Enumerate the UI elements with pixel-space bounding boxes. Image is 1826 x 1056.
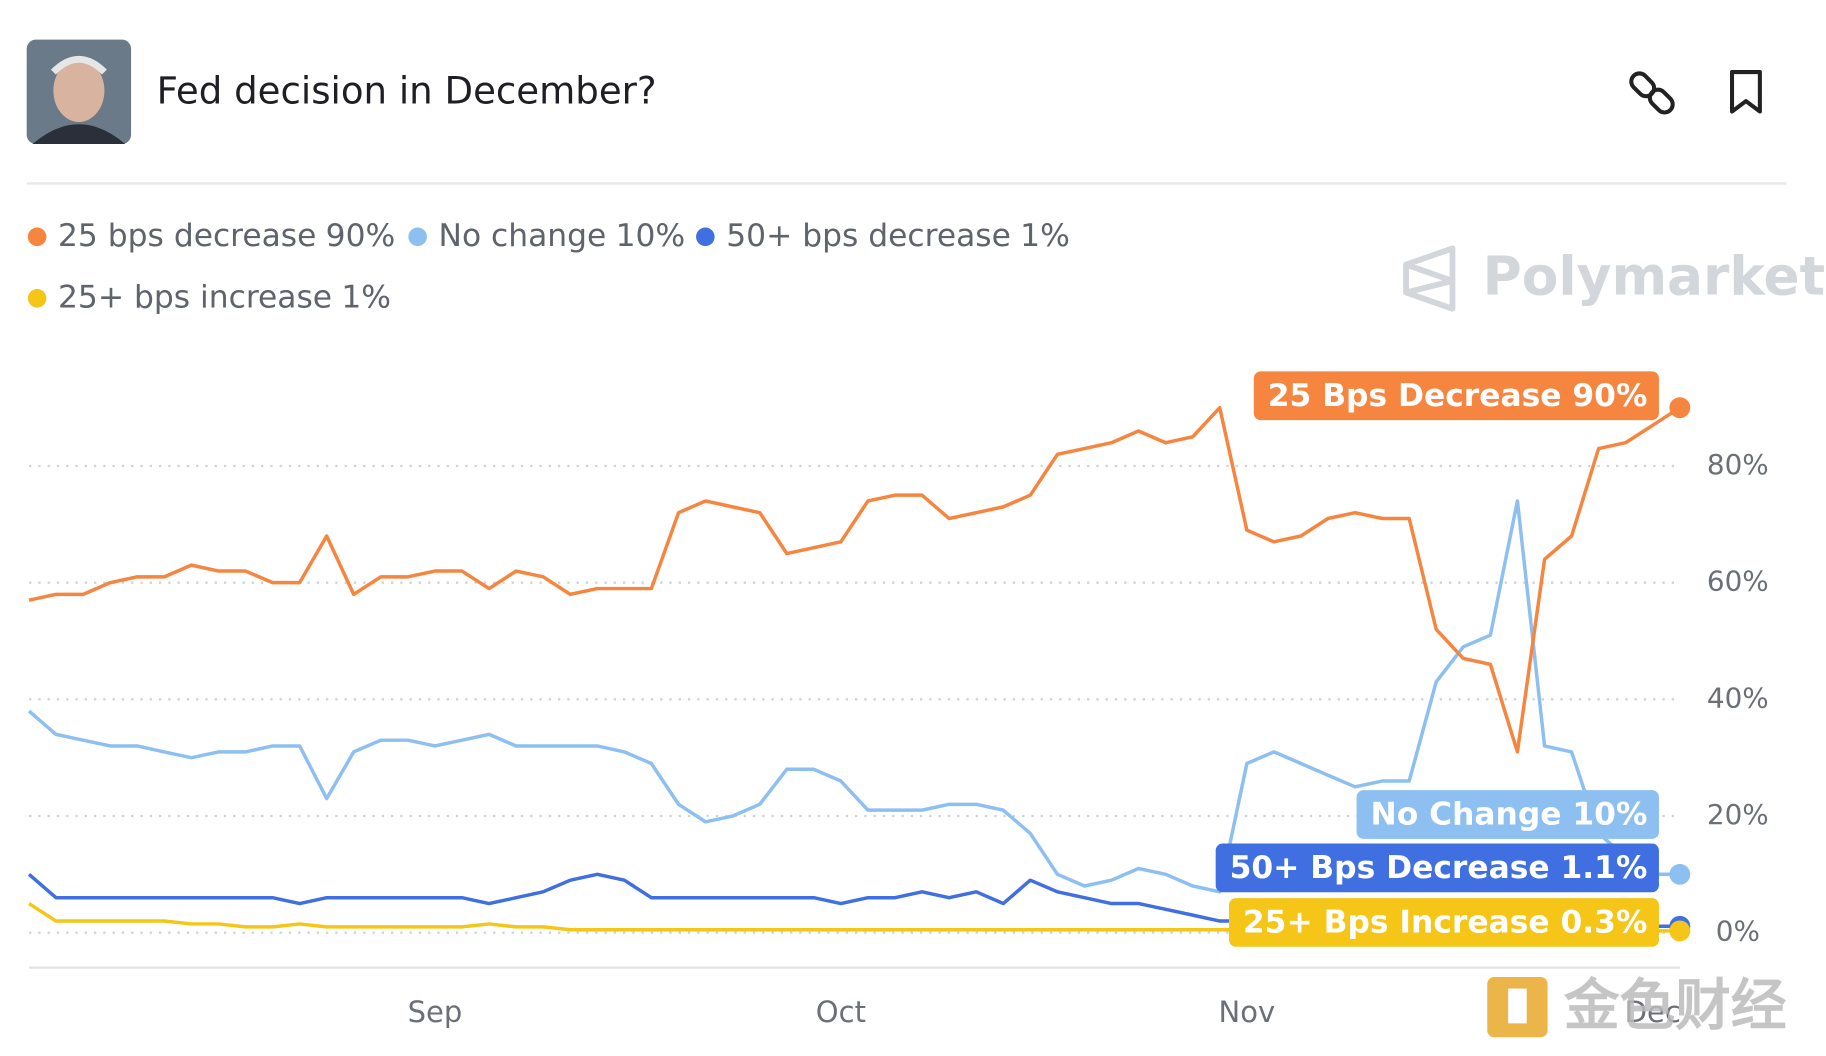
legend-swatch	[27, 289, 47, 308]
x-tick-label: Dec	[1625, 995, 1681, 1029]
legend-name: 50+ bps decrease	[726, 218, 1011, 254]
legend-item: 50+ bps decrease 1%	[696, 218, 1070, 254]
end-dot	[1669, 863, 1691, 885]
end-label: 25+ Bps Increase 0.3%	[1228, 898, 1659, 947]
y-tick-label: 20%	[1707, 798, 1769, 831]
x-tick-label: Sep	[408, 995, 463, 1029]
legend-name: No change	[439, 218, 607, 254]
avatar	[26, 39, 132, 145]
legend-value: 1%	[341, 279, 391, 315]
series-line	[28, 405, 1681, 754]
legend-value: 90%	[326, 218, 396, 254]
brand-logo	[1403, 245, 1456, 312]
legend-name: 25 bps decrease	[58, 218, 316, 254]
legend-label: 25 bps decrease 90%	[58, 218, 395, 254]
end-label-box	[1356, 790, 1659, 839]
watermark-logo	[1487, 976, 1548, 1038]
end-label-text: No Change 10%	[1371, 797, 1648, 833]
brand: Polymarket	[1483, 244, 1826, 307]
legend-swatch	[27, 227, 47, 247]
legend-label: No change 10%	[439, 218, 686, 254]
series-line	[27, 499, 1680, 894]
end-label: 50+ Bps Decrease 1.1%	[1215, 843, 1659, 893]
legend-item: 25 bps decrease 90%	[27, 218, 395, 254]
end-dot	[1669, 920, 1691, 942]
end-label-text: 25 Bps Decrease 90%	[1268, 378, 1648, 414]
y-tick-label: 60%	[1707, 565, 1769, 598]
legend-name: 25+ bps increase	[58, 279, 332, 315]
bookmark-button[interactable]	[1730, 70, 1762, 114]
x-tick-label: Nov	[1219, 995, 1276, 1029]
legend-label: 50+ bps decrease 1%	[726, 218, 1070, 254]
title: Fed decision in December?	[157, 69, 657, 112]
end-label-box	[1253, 371, 1659, 421]
watermark: 金色财经	[1563, 974, 1787, 1039]
legend-item: No change 10%	[408, 218, 685, 254]
y-tick-label: 40%	[1707, 681, 1769, 714]
chart: 0% 20% 40% 60% 80% Sep Oct Nov Dec 25 bps decreas…	[27, 218, 1769, 1029]
y-tick-label: 80%	[1707, 448, 1769, 481]
legend-item: 25+ bps increase 1%	[27, 279, 391, 315]
end-label: No Change 10%	[1356, 790, 1659, 839]
legend-value: 10%	[616, 218, 686, 254]
legend-swatch	[408, 227, 427, 247]
y-tick-label: 0%	[1716, 915, 1760, 948]
legend-swatch	[696, 227, 715, 247]
end-label-text: 50+ Bps Decrease 1.1%	[1230, 850, 1648, 886]
end-label-box	[1215, 843, 1659, 893]
end-dot	[1669, 397, 1691, 419]
end-label-box	[1228, 898, 1659, 947]
end-label: 25 Bps Decrease 90%	[1253, 371, 1659, 421]
end-label-text: 25+ Bps Increase 0.3%	[1243, 905, 1647, 941]
link-button[interactable]	[1628, 70, 1676, 116]
x-tick-label: Oct	[816, 995, 866, 1029]
legend-label: 25+ bps increase 1%	[58, 279, 391, 315]
legend-value: 1%	[1020, 218, 1070, 254]
